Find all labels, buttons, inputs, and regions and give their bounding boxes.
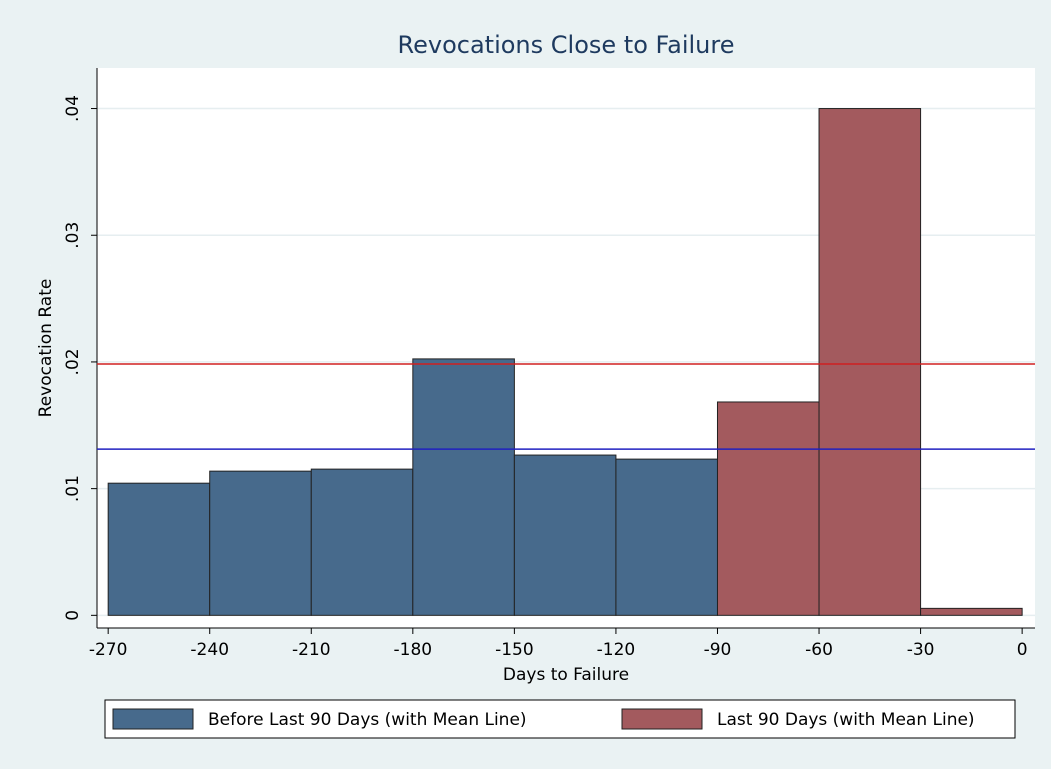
y-tick-label: .01 — [63, 475, 83, 502]
bar — [209, 470, 312, 616]
x-tick-label: -150 — [495, 640, 534, 660]
x-tick-label: 0 — [1017, 640, 1028, 660]
bar — [107, 482, 211, 616]
legend-label: Last 90 Days (with Mean Line) — [717, 710, 975, 730]
legend — [104, 699, 1016, 739]
legend-swatch — [112, 708, 194, 730]
x-tick-label: -120 — [597, 640, 636, 660]
y-tick-label: 0 — [63, 610, 83, 621]
bar — [412, 358, 515, 616]
bar — [716, 401, 820, 616]
x-axis-label: Days to Failure — [503, 665, 629, 685]
bar — [513, 454, 617, 616]
x-tick-label: -270 — [89, 640, 128, 660]
bar — [818, 108, 922, 616]
legend-label: Before Last 90 Days (with Mean Line) — [208, 710, 527, 730]
bar — [615, 458, 718, 616]
x-tick-label: -210 — [292, 640, 331, 660]
chart-title: Revocations Close to Failure — [398, 31, 735, 59]
x-tick-label: -180 — [394, 640, 433, 660]
legend-swatch — [621, 708, 703, 730]
bar — [920, 607, 1023, 616]
y-axis-label: Revocation Rate — [36, 279, 56, 418]
bar — [310, 468, 414, 616]
y-tick-label: .04 — [63, 95, 83, 122]
y-tick-label: .03 — [63, 222, 83, 249]
x-tick-label: -240 — [190, 640, 229, 660]
y-tick-label: .02 — [63, 348, 83, 375]
x-tick-label: -30 — [907, 640, 935, 660]
x-tick-label: -90 — [704, 640, 732, 660]
x-tick-label: -60 — [805, 640, 833, 660]
